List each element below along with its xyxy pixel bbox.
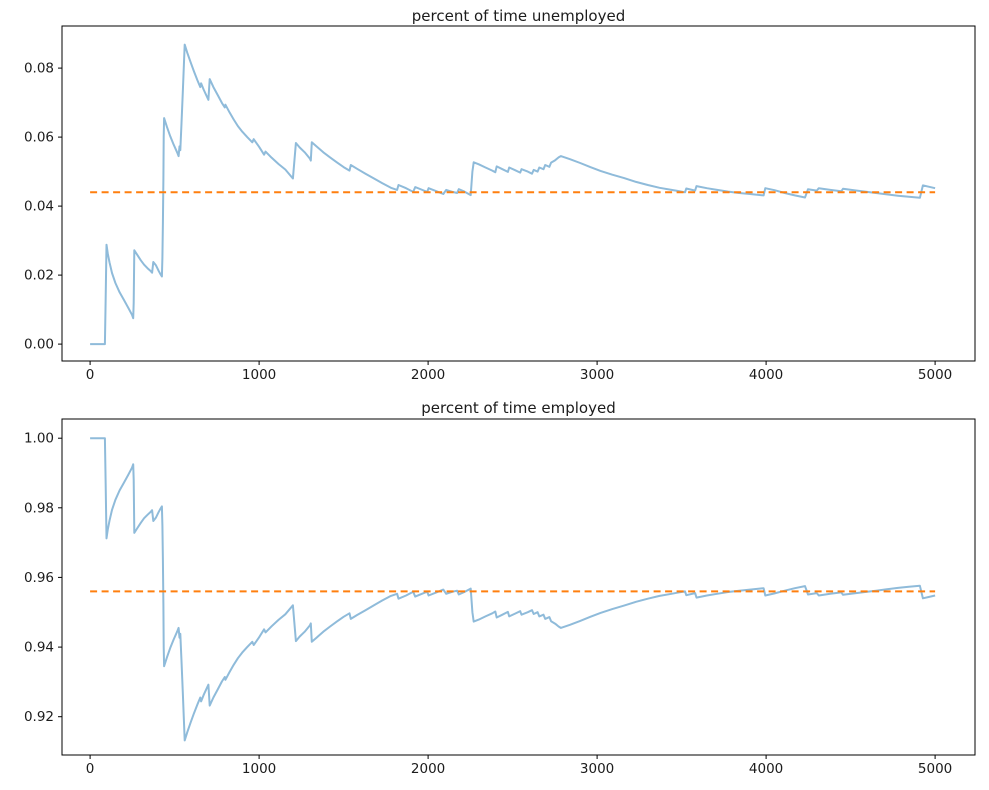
y-tick-label: 0.04 (24, 199, 54, 215)
x-tick-label: 0 (86, 367, 95, 383)
axes-box (61, 418, 976, 756)
chart-title-unemployed: percent of time unemployed (411, 7, 626, 25)
y-tick-label: 0.96 (24, 570, 54, 586)
y-tick-label: 0.08 (24, 61, 54, 77)
y-tick-label: 0.92 (24, 709, 54, 725)
axes-box (61, 25, 976, 362)
y-tick-label: 0.98 (24, 500, 54, 516)
subplot-1: 0 1000 2000 3000 4000 5000 0.00 0.02 0.04 0.06 0.0… (24, 25, 976, 383)
x-tick-label: 2000 (411, 367, 445, 383)
y-tick-label: 0.02 (24, 268, 54, 284)
x-tick-label: 5000 (918, 761, 952, 777)
x-tick-label: 1000 (242, 367, 276, 383)
x-tick-label: 5000 (918, 367, 952, 383)
x-tick-label: 3000 (580, 761, 614, 777)
sample-path-line (90, 437, 936, 742)
sample-path-line (90, 43, 936, 346)
x-tick-label: 4000 (749, 367, 783, 383)
y-tick-label: 0.00 (24, 337, 54, 353)
y-tick-label: 0.94 (24, 640, 54, 656)
y-tick-label: 1.00 (24, 431, 54, 447)
x-tick-label: 4000 (749, 761, 783, 777)
subplot-2: 0 1000 2000 3000 4000 5000 0.92 0.94 0.96 0.98 1.0… (24, 418, 976, 777)
x-tick-label: 1000 (242, 761, 276, 777)
x-tick-label: 2000 (411, 761, 445, 777)
chart-title-employed: percent of time employed (421, 399, 616, 417)
y-tick-label: 0.06 (24, 130, 54, 146)
x-tick-label: 3000 (580, 367, 614, 383)
x-tick-label: 0 (86, 761, 95, 777)
